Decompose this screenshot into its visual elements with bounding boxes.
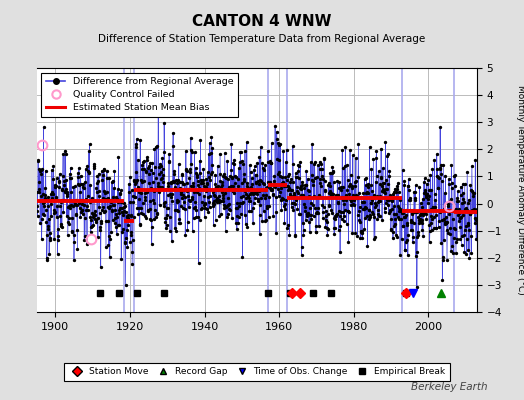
Text: Difference of Station Temperature Data from Regional Average: Difference of Station Temperature Data f… — [99, 34, 425, 44]
Text: Berkeley Earth: Berkeley Earth — [411, 382, 487, 392]
Y-axis label: Monthly Temperature Anomaly Difference (°C): Monthly Temperature Anomaly Difference (… — [516, 85, 524, 295]
Legend: Station Move, Record Gap, Time of Obs. Change, Empirical Break: Station Move, Record Gap, Time of Obs. C… — [64, 363, 450, 381]
Text: CANTON 4 WNW: CANTON 4 WNW — [192, 14, 332, 29]
